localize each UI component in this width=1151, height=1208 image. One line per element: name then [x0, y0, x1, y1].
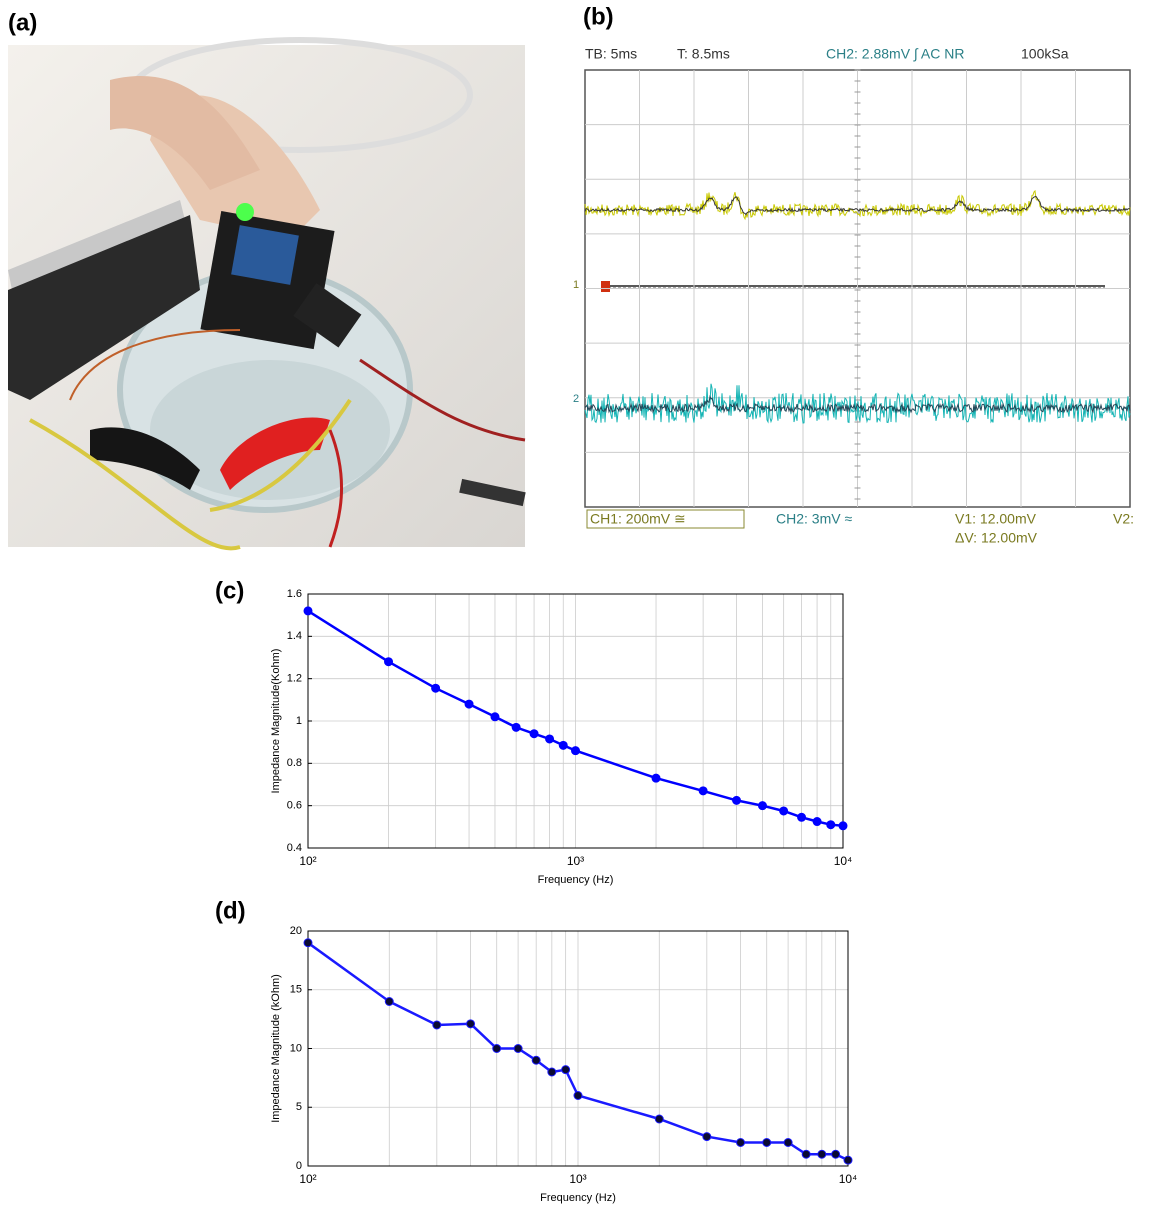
- x-tick-label: 10²: [299, 1172, 316, 1186]
- x-tick-label: 10³: [567, 854, 584, 868]
- data-point: [654, 1114, 664, 1124]
- y-axis-label: Impedance Magnitude (kOhm): [270, 974, 282, 1123]
- data-point: [573, 1091, 583, 1100]
- scope-text: 2: [573, 393, 579, 405]
- x-tick-label: 10³: [569, 1172, 586, 1186]
- y-tick-label: 15: [290, 984, 302, 996]
- data-point: [698, 786, 708, 796]
- scope-text: ΔV: 12.00mV: [955, 530, 1038, 546]
- data-point: [571, 746, 580, 756]
- x-axis-label: Frequency (Hz): [540, 1192, 616, 1204]
- scope-text: 100kSa: [1021, 46, 1069, 62]
- data-point: [464, 699, 474, 709]
- photo: [8, 37, 526, 551]
- data-point: [531, 1055, 541, 1065]
- plot-frame: [307, 930, 849, 1167]
- data-point: [736, 1138, 746, 1147]
- y-tick-label: 0: [296, 1160, 302, 1172]
- x-tick-label: 10⁴: [834, 854, 853, 868]
- data-point: [779, 806, 789, 816]
- scope-text: CH2: 3mV ≈: [776, 511, 852, 527]
- scope-text: V1: 12.00mV: [955, 511, 1037, 527]
- panel-label: (a): [8, 9, 37, 36]
- data-point: [826, 820, 836, 830]
- panel-label: (b): [583, 3, 614, 30]
- y-tick-label: 10: [290, 1042, 302, 1054]
- y-tick-label: 0.8: [287, 757, 302, 769]
- scope-text: CH2: 2.88mV ∫ AC NR: [826, 46, 964, 62]
- oscilloscope: TB: 5ms T: 8.5ms CH2: 2.88mV ∫ AC NR 100…: [573, 46, 1134, 546]
- y-tick-label: 5: [296, 1101, 302, 1113]
- data-point: [561, 1065, 571, 1075]
- data-point: [384, 657, 394, 667]
- scope-text: CH1: 200mV ≅: [590, 511, 686, 527]
- data-point: [783, 1138, 793, 1147]
- data-point: [797, 812, 807, 822]
- panel-label: (d): [215, 897, 246, 924]
- data-point: [431, 683, 441, 693]
- data-point: [432, 1020, 442, 1030]
- data-point: [817, 1149, 827, 1159]
- panel-label: (c): [215, 577, 244, 604]
- data-point: [702, 1132, 712, 1142]
- data-point: [547, 1067, 557, 1077]
- data-point: [831, 1149, 841, 1159]
- data-point: [492, 1044, 502, 1053]
- data-point: [558, 740, 568, 750]
- y-tick-label: 0.6: [287, 800, 302, 812]
- data-point: [303, 938, 313, 948]
- y-tick-label: 1.4: [287, 630, 302, 642]
- data-point: [545, 734, 555, 744]
- data-point: [303, 606, 313, 616]
- data-point: [762, 1138, 772, 1147]
- data-point: [801, 1149, 811, 1159]
- scope-text: TB: 5ms: [585, 46, 637, 62]
- data-point: [384, 997, 394, 1006]
- x-axis-label: Frequency (Hz): [538, 874, 614, 886]
- data-point: [529, 729, 539, 739]
- data-point: [838, 821, 848, 831]
- data-point: [651, 773, 661, 783]
- x-tick-label: 10²: [299, 854, 316, 868]
- data-point: [812, 817, 822, 827]
- data-point: [466, 1019, 476, 1029]
- scope-text: T: 8.5ms: [677, 46, 730, 62]
- y-tick-label: 1.2: [287, 673, 302, 685]
- y-tick-label: 0.4: [287, 842, 302, 854]
- data-point: [490, 712, 500, 722]
- scope-trace: [584, 195, 1131, 216]
- data-point: [511, 722, 521, 732]
- y-tick-label: 1: [296, 715, 302, 727]
- scope-trace: [584, 394, 1131, 414]
- data-point: [757, 801, 767, 811]
- data-point: [843, 1155, 853, 1165]
- plot-frame: [307, 593, 844, 849]
- y-axis-label: Impedance Magnitude(Kohm): [270, 649, 282, 794]
- scope-text: 1: [573, 279, 579, 291]
- data-point: [513, 1044, 523, 1053]
- x-tick-label: 10⁴: [839, 1172, 858, 1186]
- data-point: [732, 795, 742, 805]
- y-tick-label: 20: [290, 925, 302, 937]
- y-tick-label: 1.6: [287, 588, 302, 600]
- scope-trace: [584, 383, 1131, 424]
- scope-text: V2:: [1113, 511, 1134, 527]
